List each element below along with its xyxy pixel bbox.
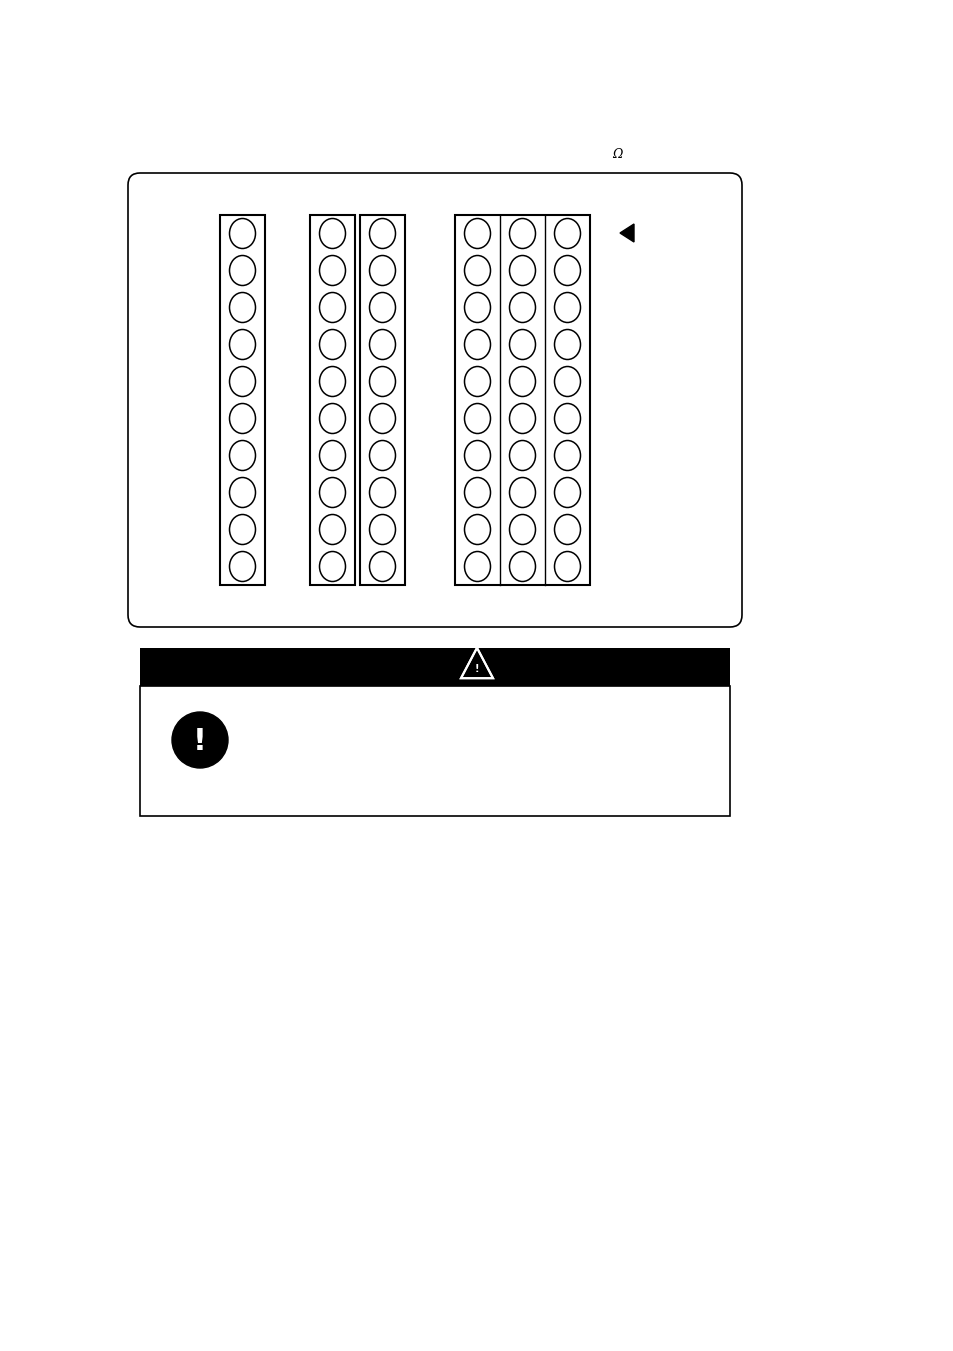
Text: Ω: Ω xyxy=(611,149,621,162)
Ellipse shape xyxy=(230,219,255,249)
Ellipse shape xyxy=(464,440,490,470)
Bar xyxy=(140,686,729,816)
Ellipse shape xyxy=(509,477,535,508)
Ellipse shape xyxy=(464,330,490,359)
Bar xyxy=(359,215,405,585)
Ellipse shape xyxy=(369,440,395,470)
Bar xyxy=(310,215,355,585)
Ellipse shape xyxy=(319,515,345,544)
Ellipse shape xyxy=(554,440,579,470)
Ellipse shape xyxy=(369,330,395,359)
Ellipse shape xyxy=(509,330,535,359)
Ellipse shape xyxy=(554,293,579,323)
Ellipse shape xyxy=(369,219,395,249)
Polygon shape xyxy=(460,647,493,678)
Ellipse shape xyxy=(369,477,395,508)
Ellipse shape xyxy=(319,293,345,323)
Ellipse shape xyxy=(319,477,345,508)
Polygon shape xyxy=(619,224,634,242)
Ellipse shape xyxy=(319,551,345,581)
Ellipse shape xyxy=(319,440,345,470)
Ellipse shape xyxy=(509,551,535,581)
Ellipse shape xyxy=(509,404,535,434)
FancyBboxPatch shape xyxy=(128,173,741,627)
Ellipse shape xyxy=(464,477,490,508)
Ellipse shape xyxy=(509,219,535,249)
Ellipse shape xyxy=(230,404,255,434)
Ellipse shape xyxy=(230,293,255,323)
Bar xyxy=(455,215,589,585)
Ellipse shape xyxy=(230,255,255,285)
Ellipse shape xyxy=(319,366,345,396)
Ellipse shape xyxy=(464,293,490,323)
Ellipse shape xyxy=(319,330,345,359)
Ellipse shape xyxy=(369,366,395,396)
Ellipse shape xyxy=(509,293,535,323)
Ellipse shape xyxy=(230,440,255,470)
Ellipse shape xyxy=(464,255,490,285)
Ellipse shape xyxy=(464,515,490,544)
Ellipse shape xyxy=(554,219,579,249)
Text: !: ! xyxy=(193,727,207,757)
Ellipse shape xyxy=(369,255,395,285)
Ellipse shape xyxy=(554,330,579,359)
Bar xyxy=(220,215,265,585)
Circle shape xyxy=(172,712,228,767)
Ellipse shape xyxy=(464,366,490,396)
Ellipse shape xyxy=(464,404,490,434)
Ellipse shape xyxy=(369,293,395,323)
Ellipse shape xyxy=(509,366,535,396)
Ellipse shape xyxy=(554,404,579,434)
Ellipse shape xyxy=(554,515,579,544)
Ellipse shape xyxy=(319,219,345,249)
Ellipse shape xyxy=(509,515,535,544)
Ellipse shape xyxy=(554,477,579,508)
Ellipse shape xyxy=(554,366,579,396)
Ellipse shape xyxy=(230,477,255,508)
Bar xyxy=(140,648,729,686)
Ellipse shape xyxy=(554,255,579,285)
Ellipse shape xyxy=(554,551,579,581)
Ellipse shape xyxy=(509,255,535,285)
Ellipse shape xyxy=(464,551,490,581)
Ellipse shape xyxy=(464,219,490,249)
Ellipse shape xyxy=(319,404,345,434)
Ellipse shape xyxy=(369,404,395,434)
Ellipse shape xyxy=(230,366,255,396)
Ellipse shape xyxy=(319,255,345,285)
Ellipse shape xyxy=(509,440,535,470)
Ellipse shape xyxy=(230,515,255,544)
Ellipse shape xyxy=(369,551,395,581)
Ellipse shape xyxy=(230,551,255,581)
Text: !: ! xyxy=(475,665,478,674)
Ellipse shape xyxy=(230,330,255,359)
Ellipse shape xyxy=(369,515,395,544)
